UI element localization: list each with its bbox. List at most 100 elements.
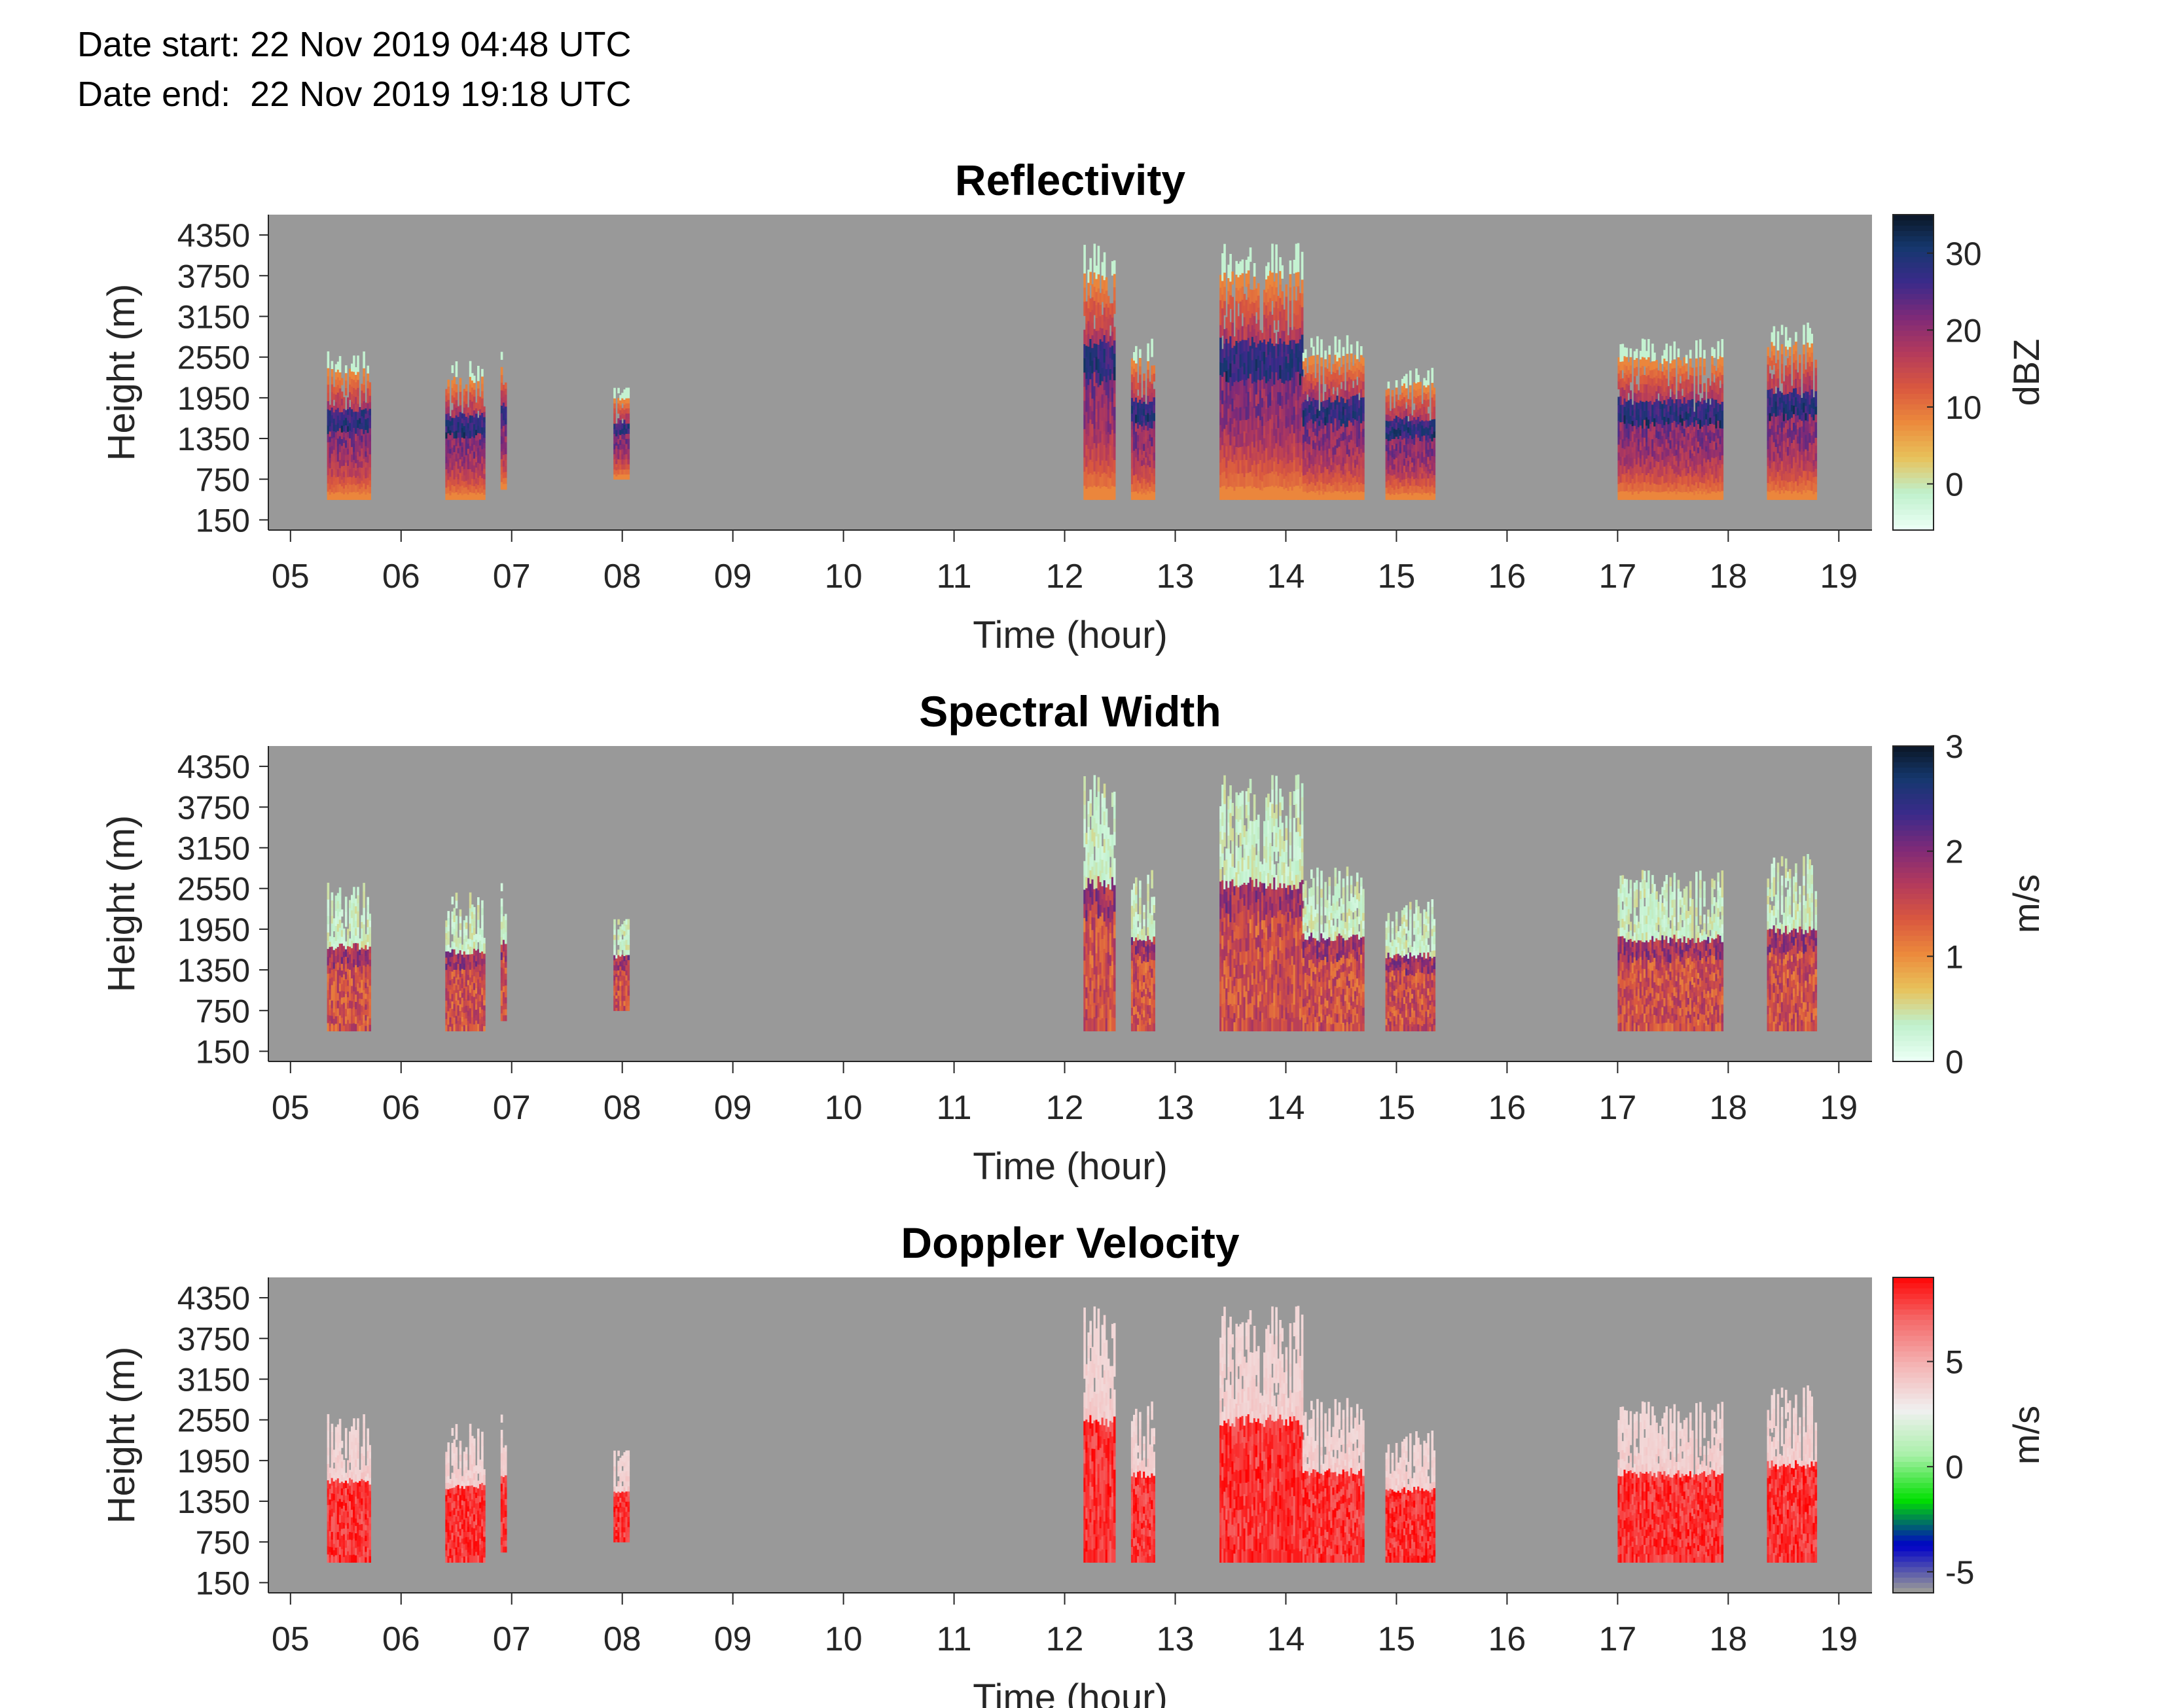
data-cell (338, 364, 342, 373)
data-cell (1324, 433, 1327, 442)
data-cell (1401, 419, 1404, 427)
data-cell (615, 476, 618, 480)
data-cell (481, 376, 484, 384)
data-cell (1263, 425, 1266, 438)
data-cell (1342, 389, 1345, 399)
data-cell (1251, 290, 1254, 302)
data-cell (1427, 435, 1430, 443)
colorbar-step (1893, 493, 1934, 499)
data-cell (1701, 454, 1704, 461)
data-cell (621, 428, 624, 435)
data-cell (1814, 375, 1818, 383)
data-cell (1097, 415, 1100, 430)
data-cell (1350, 379, 1353, 388)
data-cell (1409, 449, 1412, 457)
data-cell (1322, 412, 1325, 418)
data-cell (1093, 329, 1096, 344)
data-cell (1295, 385, 1298, 400)
data-cell (1281, 473, 1284, 488)
data-cell (1673, 482, 1676, 491)
data-cell (1275, 315, 1278, 330)
data-cell (1711, 347, 1714, 357)
data-cell (1393, 428, 1396, 435)
data-cell (1415, 376, 1418, 383)
data-cell (338, 444, 342, 452)
data-cell (1717, 359, 1719, 368)
data-cell (473, 382, 476, 390)
data-cell (1413, 458, 1416, 466)
data-cell (1793, 482, 1795, 491)
data-cell (1145, 414, 1147, 421)
data-cell (502, 419, 505, 426)
data-cell (1717, 482, 1719, 491)
data-cell (1812, 476, 1815, 483)
data-cell (627, 469, 630, 475)
data-cell (1285, 427, 1288, 440)
data-cell (1101, 473, 1104, 487)
data-cell (1302, 450, 1305, 459)
data-cell (363, 899, 365, 908)
data-cell (1697, 441, 1700, 448)
data-cell (1239, 367, 1242, 381)
data-cell (627, 474, 630, 480)
data-cell (1814, 406, 1818, 415)
data-cell (365, 429, 367, 436)
data-cell (327, 458, 330, 467)
data-cell (1085, 356, 1088, 368)
data-cell (467, 479, 470, 485)
data-cell (451, 417, 454, 425)
data-cell (1425, 453, 1428, 461)
data-cell (349, 391, 351, 400)
data-cell (1639, 417, 1642, 426)
data-cell (1707, 479, 1710, 487)
data-cell (625, 393, 628, 399)
data-cell (355, 1001, 357, 1010)
data-cell (1338, 455, 1341, 465)
data-cell (1425, 380, 1428, 387)
data-cell (1089, 446, 1092, 460)
data-cell (623, 459, 626, 465)
data-cell (1707, 405, 1710, 412)
data-cell (1677, 440, 1680, 450)
x-tick-label: 10 (825, 558, 863, 596)
data-cell (1308, 436, 1311, 445)
data-cell (1085, 367, 1088, 379)
data-cell (1253, 394, 1256, 408)
data-cell (1346, 390, 1349, 400)
data-cell (1293, 393, 1296, 407)
data-cell (349, 461, 351, 469)
data-cell (1407, 433, 1410, 439)
data-cell (1687, 472, 1690, 480)
data-cell (1103, 266, 1106, 281)
data-cell (1326, 476, 1329, 485)
data-cell (1249, 359, 1252, 374)
data-cell (1391, 438, 1394, 446)
data-cell (1314, 392, 1317, 400)
data-cell (479, 493, 482, 500)
data-cell (1334, 472, 1337, 482)
data-cell (1275, 429, 1278, 444)
data-cell (1239, 327, 1242, 342)
data-cell (469, 422, 472, 431)
data-cell (1247, 310, 1250, 325)
data-cell (1235, 393, 1238, 408)
data-cell (1425, 440, 1428, 447)
data-cell (1338, 410, 1341, 420)
data-cell (331, 446, 334, 454)
data-cell (459, 432, 462, 439)
data-cell (1429, 429, 1432, 435)
data-cell (1433, 474, 1436, 482)
data-cell (1277, 475, 1280, 488)
data-cell (1431, 440, 1434, 449)
data-cell (1283, 394, 1286, 405)
data-cell (1225, 435, 1228, 446)
data-cell (1629, 440, 1632, 450)
data-cell (1393, 494, 1396, 500)
data-cell (1089, 459, 1092, 473)
data-cell (1243, 305, 1246, 317)
data-cell (1683, 357, 1686, 366)
data-cell (1342, 355, 1345, 365)
data-cell (1812, 488, 1815, 495)
y-tick-label: 2550 (177, 340, 250, 376)
data-cell (1293, 300, 1296, 313)
